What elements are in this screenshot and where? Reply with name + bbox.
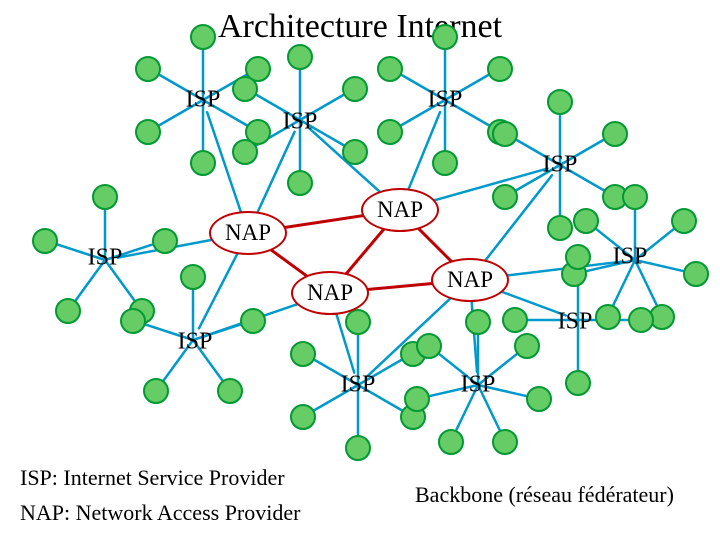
host-dot — [232, 76, 258, 102]
host-dot — [502, 307, 528, 333]
isp-label: ISP — [613, 244, 648, 271]
nap-node: NAP — [361, 188, 439, 232]
host-dot — [345, 309, 371, 335]
isp-label: ISP — [178, 329, 213, 356]
host-dot — [432, 150, 458, 176]
host-dot — [120, 308, 146, 334]
isp-label: ISP — [558, 309, 593, 336]
host-dot — [180, 264, 206, 290]
host-dot — [622, 184, 648, 210]
host-dot — [217, 378, 243, 404]
host-dot — [416, 333, 442, 359]
isp-label: ISP — [341, 372, 376, 399]
host-dot — [240, 308, 266, 334]
legend-backbone: Backbone (réseau fédérateur) — [415, 482, 674, 508]
legend-nap: NAP: Network Access Provider — [20, 500, 300, 526]
nap-node: NAP — [291, 271, 369, 315]
host-dot — [492, 429, 518, 455]
host-dot — [190, 24, 216, 50]
host-dot — [32, 228, 58, 254]
host-dot — [547, 215, 573, 241]
nap-node: NAP — [209, 211, 287, 255]
isp-label: ISP — [88, 245, 123, 272]
host-dot — [492, 121, 518, 147]
nap-node: NAP — [431, 258, 509, 302]
host-dot — [55, 298, 81, 324]
host-dot — [671, 208, 697, 234]
host-dot — [683, 261, 709, 287]
host-dot — [547, 89, 573, 115]
host-dot — [143, 378, 169, 404]
host-dot — [342, 139, 368, 165]
host-dot — [92, 184, 118, 210]
legend-isp: ISP: Internet Service Provider — [20, 465, 285, 491]
isp-label: ISP — [461, 372, 496, 399]
host-dot — [342, 76, 368, 102]
host-dot — [465, 309, 491, 335]
host-dot — [438, 429, 464, 455]
host-dot — [290, 404, 316, 430]
isp-label: ISP — [428, 87, 463, 114]
host-dot — [287, 44, 313, 70]
host-dot — [345, 435, 371, 461]
isp-label: ISP — [543, 152, 578, 179]
host-dot — [377, 56, 403, 82]
host-dot — [135, 119, 161, 145]
host-dot — [232, 139, 258, 165]
isp-label: ISP — [186, 87, 221, 114]
host-dot — [573, 208, 599, 234]
host-dot — [595, 304, 621, 330]
host-dot — [290, 341, 316, 367]
host-dot — [565, 370, 591, 396]
host-dot — [404, 386, 430, 412]
host-dot — [514, 333, 540, 359]
host-dot — [377, 119, 403, 145]
host-dot — [287, 170, 313, 196]
host-dot — [602, 121, 628, 147]
host-dot — [432, 24, 458, 50]
host-dot — [565, 244, 591, 270]
host-dot — [492, 184, 518, 210]
host-dot — [152, 228, 178, 254]
isp-label: ISP — [283, 109, 318, 136]
host-dot — [190, 150, 216, 176]
host-dot — [135, 56, 161, 82]
host-dot — [628, 307, 654, 333]
host-dot — [487, 56, 513, 82]
host-dot — [526, 386, 552, 412]
